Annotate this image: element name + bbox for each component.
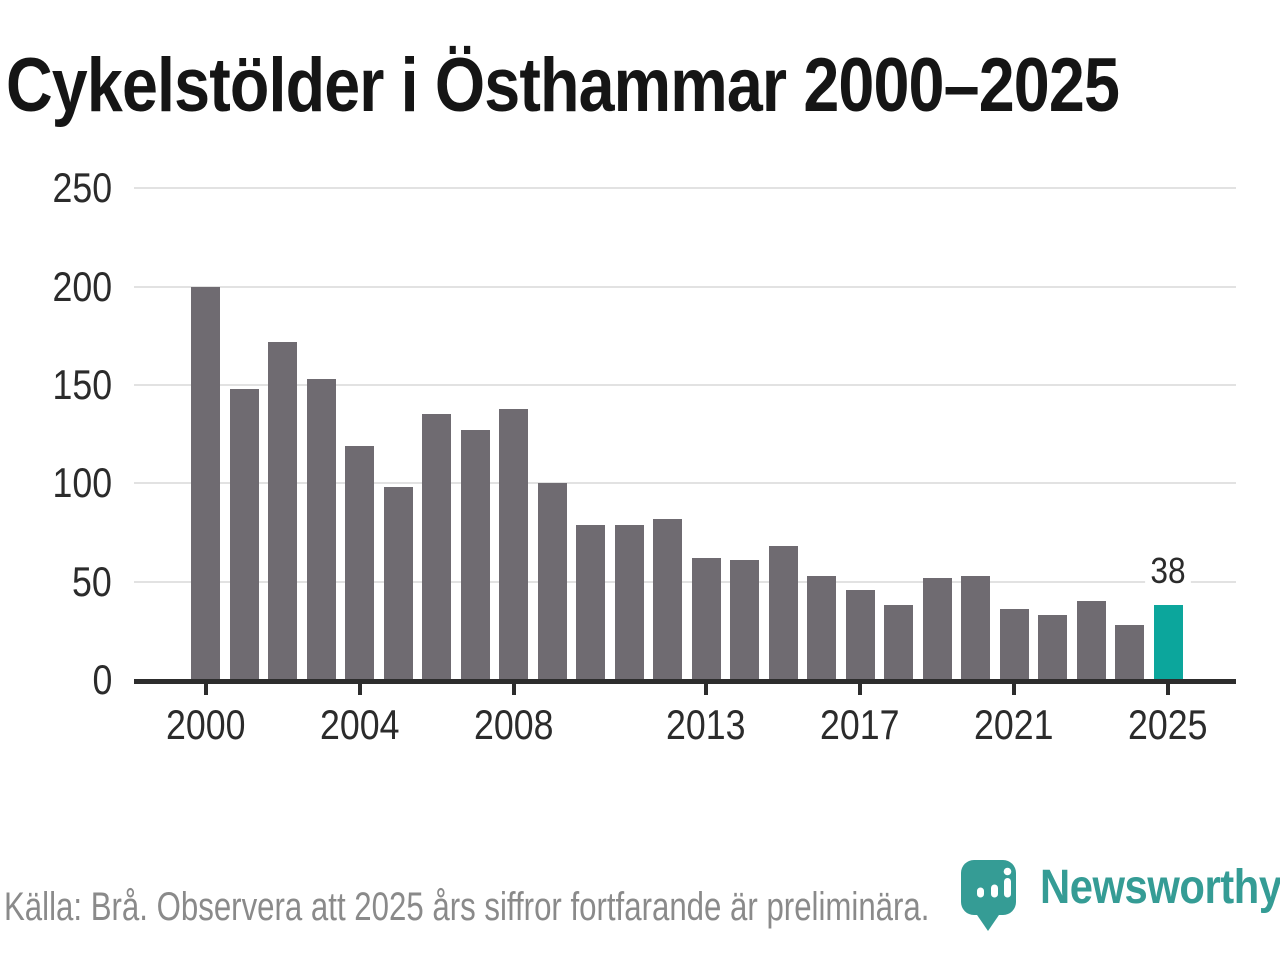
- gridline-50: [134, 580, 1236, 583]
- bar-chart: 0 50 100 150 200 250 2000 2004 2008 2013 2017 2021 2…: [52, 164, 1238, 748]
- x-axis-tick-2021: [1012, 684, 1016, 695]
- bar-2023[interactable]: [1076, 601, 1106, 680]
- bar-2003[interactable]: [306, 379, 336, 680]
- gridline-250: [134, 187, 1236, 190]
- y-axis-label-50: 50: [72, 557, 112, 605]
- bar-2006[interactable]: [422, 414, 451, 680]
- bar-2018[interactable]: [884, 605, 913, 680]
- x-axis-label-2004: 2004: [319, 701, 400, 748]
- gridline-100: [134, 482, 1236, 485]
- gridline-150: [134, 383, 1236, 386]
- x-axis-label-2017: 2017: [820, 701, 900, 748]
- x-axis-tick-2008: [511, 684, 516, 695]
- bar-2010[interactable]: [576, 524, 605, 680]
- newsworthy-wordmark: Newsworthy: [1040, 861, 1280, 914]
- bar-2025[interactable]: [1153, 605, 1183, 680]
- bar-2012[interactable]: [653, 518, 682, 680]
- bar-2013[interactable]: [691, 558, 721, 680]
- bar-2016[interactable]: [807, 575, 836, 680]
- x-axis-tick-2000: [203, 684, 208, 695]
- x-axis-label-2000: 2000: [165, 701, 246, 748]
- bar-2001[interactable]: [229, 388, 259, 680]
- x-axis-label-2021: 2021: [974, 701, 1054, 748]
- source-note: Källa: Brå. Observera att 2025 års siffr…: [4, 885, 930, 929]
- x-axis-label-2008: 2008: [473, 701, 554, 748]
- bar-2009[interactable]: [537, 483, 567, 681]
- bar-2017[interactable]: [845, 589, 875, 680]
- bar-2022[interactable]: [1038, 615, 1067, 680]
- newsworthy-logo-icon: [961, 860, 1016, 931]
- bar-2008[interactable]: [499, 408, 528, 680]
- bar-2014[interactable]: [730, 560, 759, 680]
- x-axis-tick-2013: [704, 684, 708, 695]
- bar-2015[interactable]: [768, 546, 798, 680]
- chart-title: Cykelstölder i Östhammar 2000–2025: [6, 43, 1120, 128]
- x-axis-tick-2017: [858, 684, 862, 695]
- y-axis-label-100: 100: [52, 459, 112, 507]
- x-axis-tick-2004: [357, 684, 362, 695]
- bar-2011[interactable]: [614, 524, 644, 680]
- bar-2005[interactable]: [383, 487, 413, 680]
- bar-2020[interactable]: [961, 575, 990, 680]
- bar-2024[interactable]: [1115, 624, 1144, 680]
- bar-2002[interactable]: [268, 341, 297, 680]
- x-axis-label-2025: 2025: [1128, 701, 1208, 748]
- bar-2019[interactable]: [922, 577, 952, 680]
- bar-2007[interactable]: [460, 430, 490, 680]
- bar-2021[interactable]: [999, 609, 1029, 680]
- y-axis-label-200: 200: [52, 262, 112, 310]
- bar-2004[interactable]: [345, 445, 374, 680]
- x-axis-label-2013: 2013: [666, 701, 746, 748]
- x-axis-line: [134, 679, 1236, 684]
- y-axis-label-250: 250: [52, 164, 112, 212]
- x-axis-tick-2025: [1166, 684, 1170, 695]
- newsworthy-brand-link[interactable]: Newsworthy: [956, 858, 1280, 938]
- bar-2000[interactable]: [191, 286, 220, 680]
- y-axis-label-0: 0: [92, 656, 112, 703]
- value-label-2025: 38: [1098, 553, 1238, 589]
- y-axis-label-150: 150: [52, 360, 112, 408]
- gridline-200: [134, 285, 1236, 288]
